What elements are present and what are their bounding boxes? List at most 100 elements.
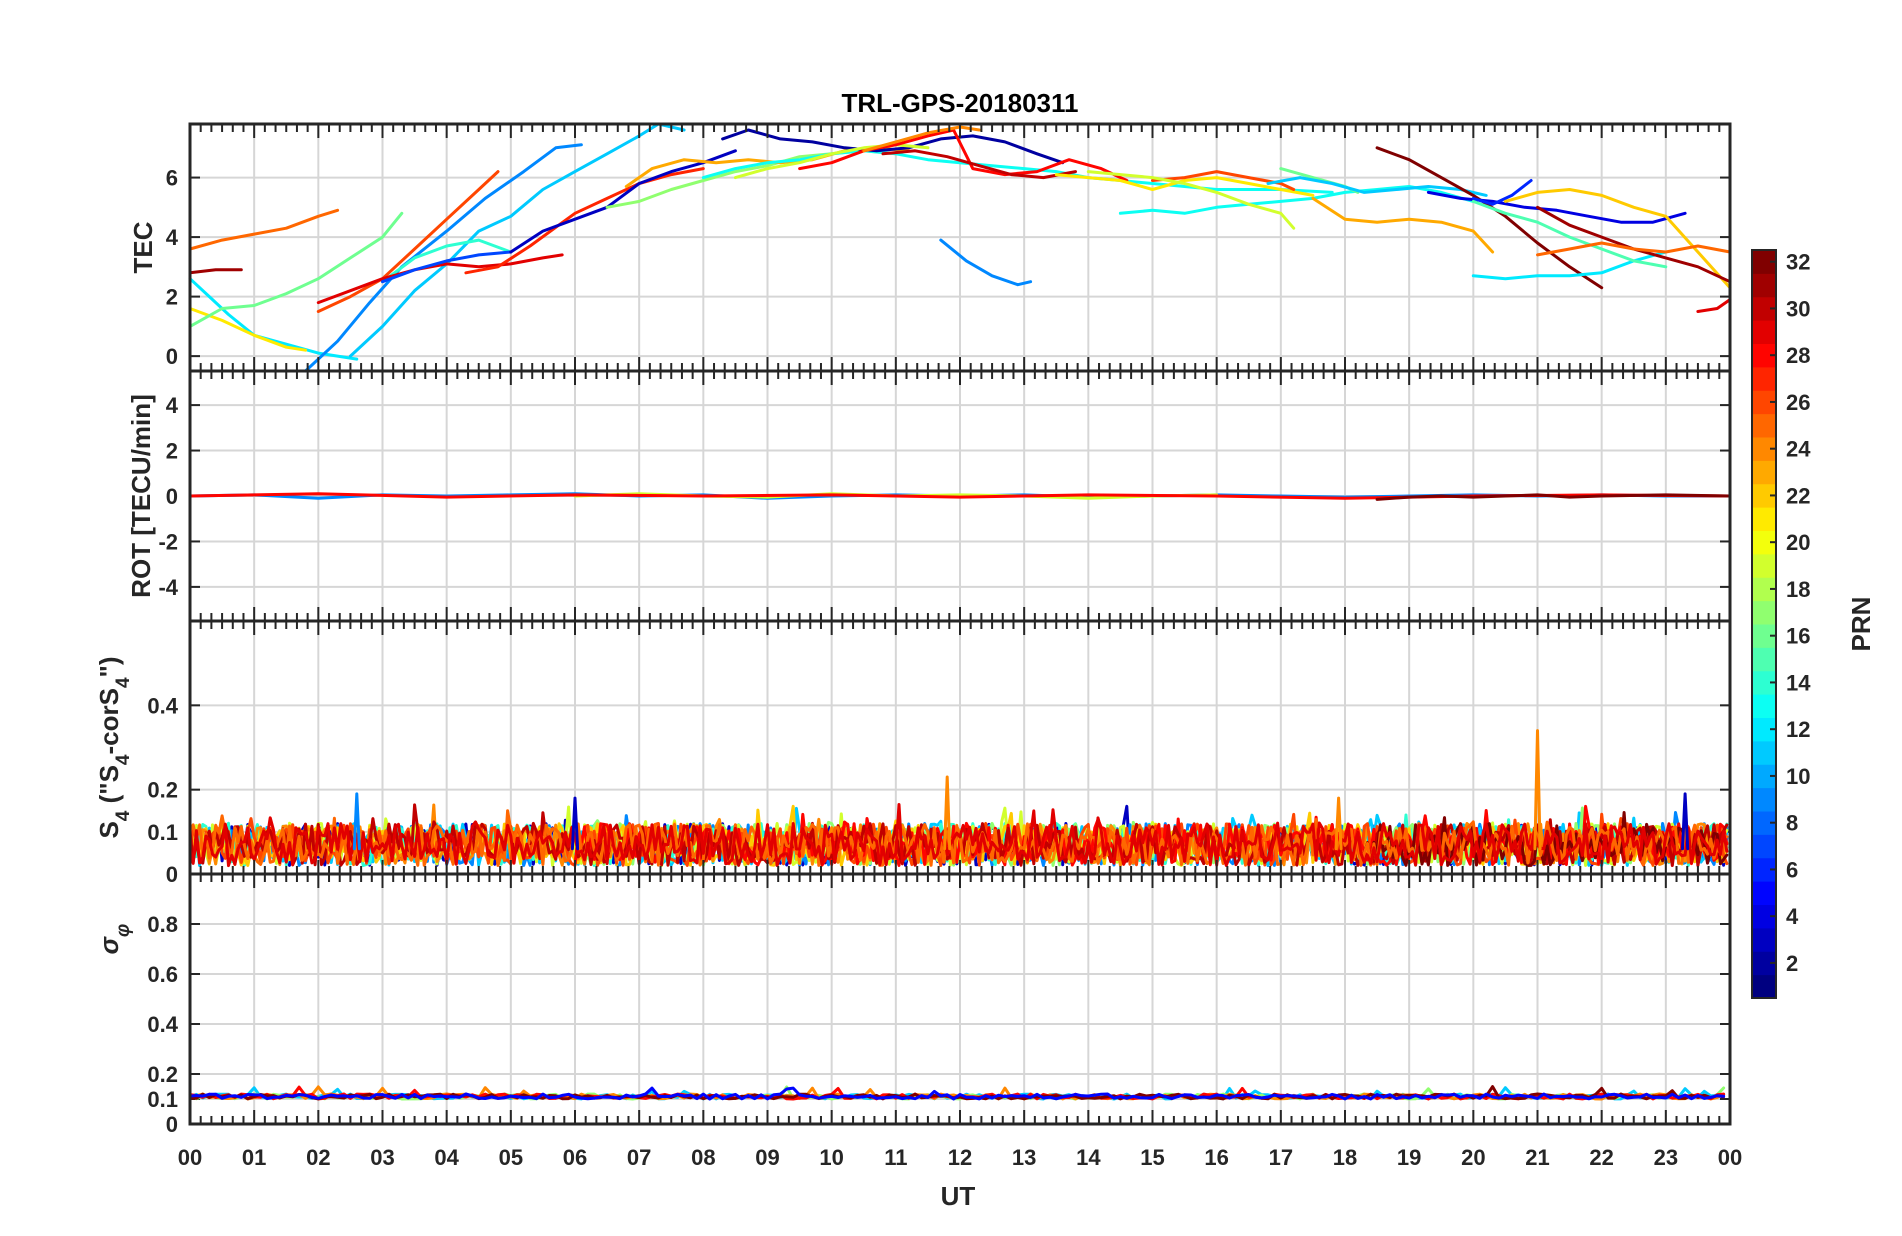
y-tick-label: 0.1 xyxy=(147,1087,178,1112)
colorbar-tick-label: 6 xyxy=(1786,857,1798,882)
series-line-prn-11 xyxy=(348,122,686,358)
peak-prn-24 xyxy=(1533,729,1542,851)
x-axis: 00 01 02 03 04 05 06 07 08 09 10 11 12 13 14 15 16 17 18 19… xyxy=(178,1145,1742,1170)
colorbar-tick-label: 10 xyxy=(1786,764,1810,789)
colorbar-frame xyxy=(1751,249,1777,999)
colorbar-tick-label: 32 xyxy=(1786,250,1810,275)
series-line-prn-25 xyxy=(188,208,340,251)
panel-frame xyxy=(188,872,1732,1126)
x-tick-label: 10 xyxy=(819,1145,843,1170)
series-line-prn-32 xyxy=(1375,146,1604,290)
series-line-prn-29 xyxy=(1696,298,1732,313)
y-tick-label: 0.4 xyxy=(147,693,178,718)
series-line-prn-16 xyxy=(188,211,404,328)
series-line-prn-11 xyxy=(1266,176,1488,197)
x-tick-label: 21 xyxy=(1525,1145,1549,1170)
colorbar-segment xyxy=(1752,366,1776,391)
y-tick-label: 0.1 xyxy=(147,820,178,845)
series-line-prn-5 xyxy=(188,1086,1726,1101)
x-tick-label: 04 xyxy=(434,1145,459,1170)
colorbar-segment xyxy=(1752,881,1776,905)
series-line-prn-32 xyxy=(1375,493,1732,501)
series-line-prn-7 xyxy=(381,250,513,284)
colorbar-tick-label: 30 xyxy=(1786,296,1810,321)
colorbar-segment xyxy=(1752,483,1776,508)
series-line-prn-23 xyxy=(1311,196,1495,254)
colorbar-segment xyxy=(1752,974,1776,999)
y-tick-label: 0.6 xyxy=(147,962,178,987)
series-line-prn-29 xyxy=(188,803,1729,868)
series-line-prn-26 xyxy=(316,170,500,313)
colorbar-segment xyxy=(1752,834,1776,859)
x-tick-label: 03 xyxy=(370,1145,394,1170)
colorbar-tick-label: 24 xyxy=(1786,437,1811,462)
colorbar-segment xyxy=(1752,764,1776,789)
y-tick-label: 0.8 xyxy=(147,912,178,937)
x-tick-label: 09 xyxy=(755,1145,779,1170)
colorbar-segment xyxy=(1752,927,1776,952)
x-tick-label: 12 xyxy=(948,1145,972,1170)
y-label-subscript: φ xyxy=(113,924,134,937)
peak-prn-24 xyxy=(1334,796,1343,851)
rot-panel: -4 -2 0 2 4 ROT [TECU/min] xyxy=(126,369,1732,623)
y-label-part: σ xyxy=(94,935,124,954)
y-axis-label: S4 ("S4-corS4") xyxy=(94,656,134,838)
y-axis-label: TEC xyxy=(128,221,158,273)
colorbar-tick-label: 20 xyxy=(1786,530,1810,555)
series-line-prn-15 xyxy=(1471,199,1668,269)
x-tick-label: 19 xyxy=(1397,1145,1421,1170)
x-tick-label: 01 xyxy=(242,1145,266,1170)
y-tick-label: 0 xyxy=(166,1112,178,1137)
series-line-prn-27 xyxy=(464,167,705,275)
y-label-subscript: 4 xyxy=(113,810,134,821)
y-tick-label: 2 xyxy=(166,285,178,310)
y-label-subscript: 4 xyxy=(113,677,134,688)
series-line-prn-24 xyxy=(862,125,981,153)
colorbar-segment xyxy=(1752,273,1776,298)
colorbar-segment xyxy=(1752,413,1776,438)
colorbar-segment xyxy=(1752,951,1776,976)
x-tick-label: 14 xyxy=(1076,1145,1101,1170)
series-line-prn-28 xyxy=(798,128,1129,182)
y-label-part: -corS xyxy=(94,688,124,754)
x-tick-label: 00 xyxy=(1718,1145,1742,1170)
x-tick-label: 20 xyxy=(1461,1145,1485,1170)
series-line-prn-22 xyxy=(1503,188,1732,290)
x-tick-label: 00 xyxy=(178,1145,202,1170)
chart-title: TRL-GPS-20180311 xyxy=(841,88,1078,118)
x-tick-label: 05 xyxy=(499,1145,523,1170)
colorbar-segment xyxy=(1752,553,1776,578)
y-tick-label: 0 xyxy=(166,862,178,887)
colorbar-segment xyxy=(1752,670,1776,695)
x-tick-label: 18 xyxy=(1333,1145,1357,1170)
colorbar-segment xyxy=(1752,530,1776,555)
y-tick-label: 0 xyxy=(166,484,178,509)
series-line-prn-31 xyxy=(1536,205,1732,284)
x-tick-label: 13 xyxy=(1012,1145,1036,1170)
y-label-part: ") xyxy=(94,656,124,677)
colorbar-tick-label: 22 xyxy=(1786,483,1810,508)
y-tick-label: 0.4 xyxy=(147,1012,178,1037)
x-tick-label: 02 xyxy=(306,1145,330,1170)
colorbar-segment xyxy=(1752,460,1776,485)
colorbar-segment xyxy=(1752,857,1776,882)
series-line-prn-2 xyxy=(721,128,1065,165)
y-tick-label: -4 xyxy=(158,575,178,600)
colorbar-segment xyxy=(1752,437,1776,461)
series-line-prn-19 xyxy=(1086,170,1296,230)
series-line-prn-30 xyxy=(881,149,1077,180)
colorbar-segment xyxy=(1752,507,1776,531)
colorbar-segment xyxy=(1752,320,1776,344)
series-line-prn-9 xyxy=(304,143,583,373)
colorbar-segment xyxy=(1752,740,1776,765)
series-line-prn-3 xyxy=(509,149,737,254)
colorbar-tick-label: 26 xyxy=(1786,390,1810,415)
peak-prn-3 xyxy=(1681,792,1690,851)
y-tick-label: 2 xyxy=(166,439,178,464)
y-tick-label: 0.2 xyxy=(147,1062,178,1087)
colorbar-segment xyxy=(1752,694,1776,718)
y-axis-label: σφ xyxy=(94,924,134,955)
s4-panel: 00.10.20.4S4 ("S4-corS4") xyxy=(94,619,1732,887)
